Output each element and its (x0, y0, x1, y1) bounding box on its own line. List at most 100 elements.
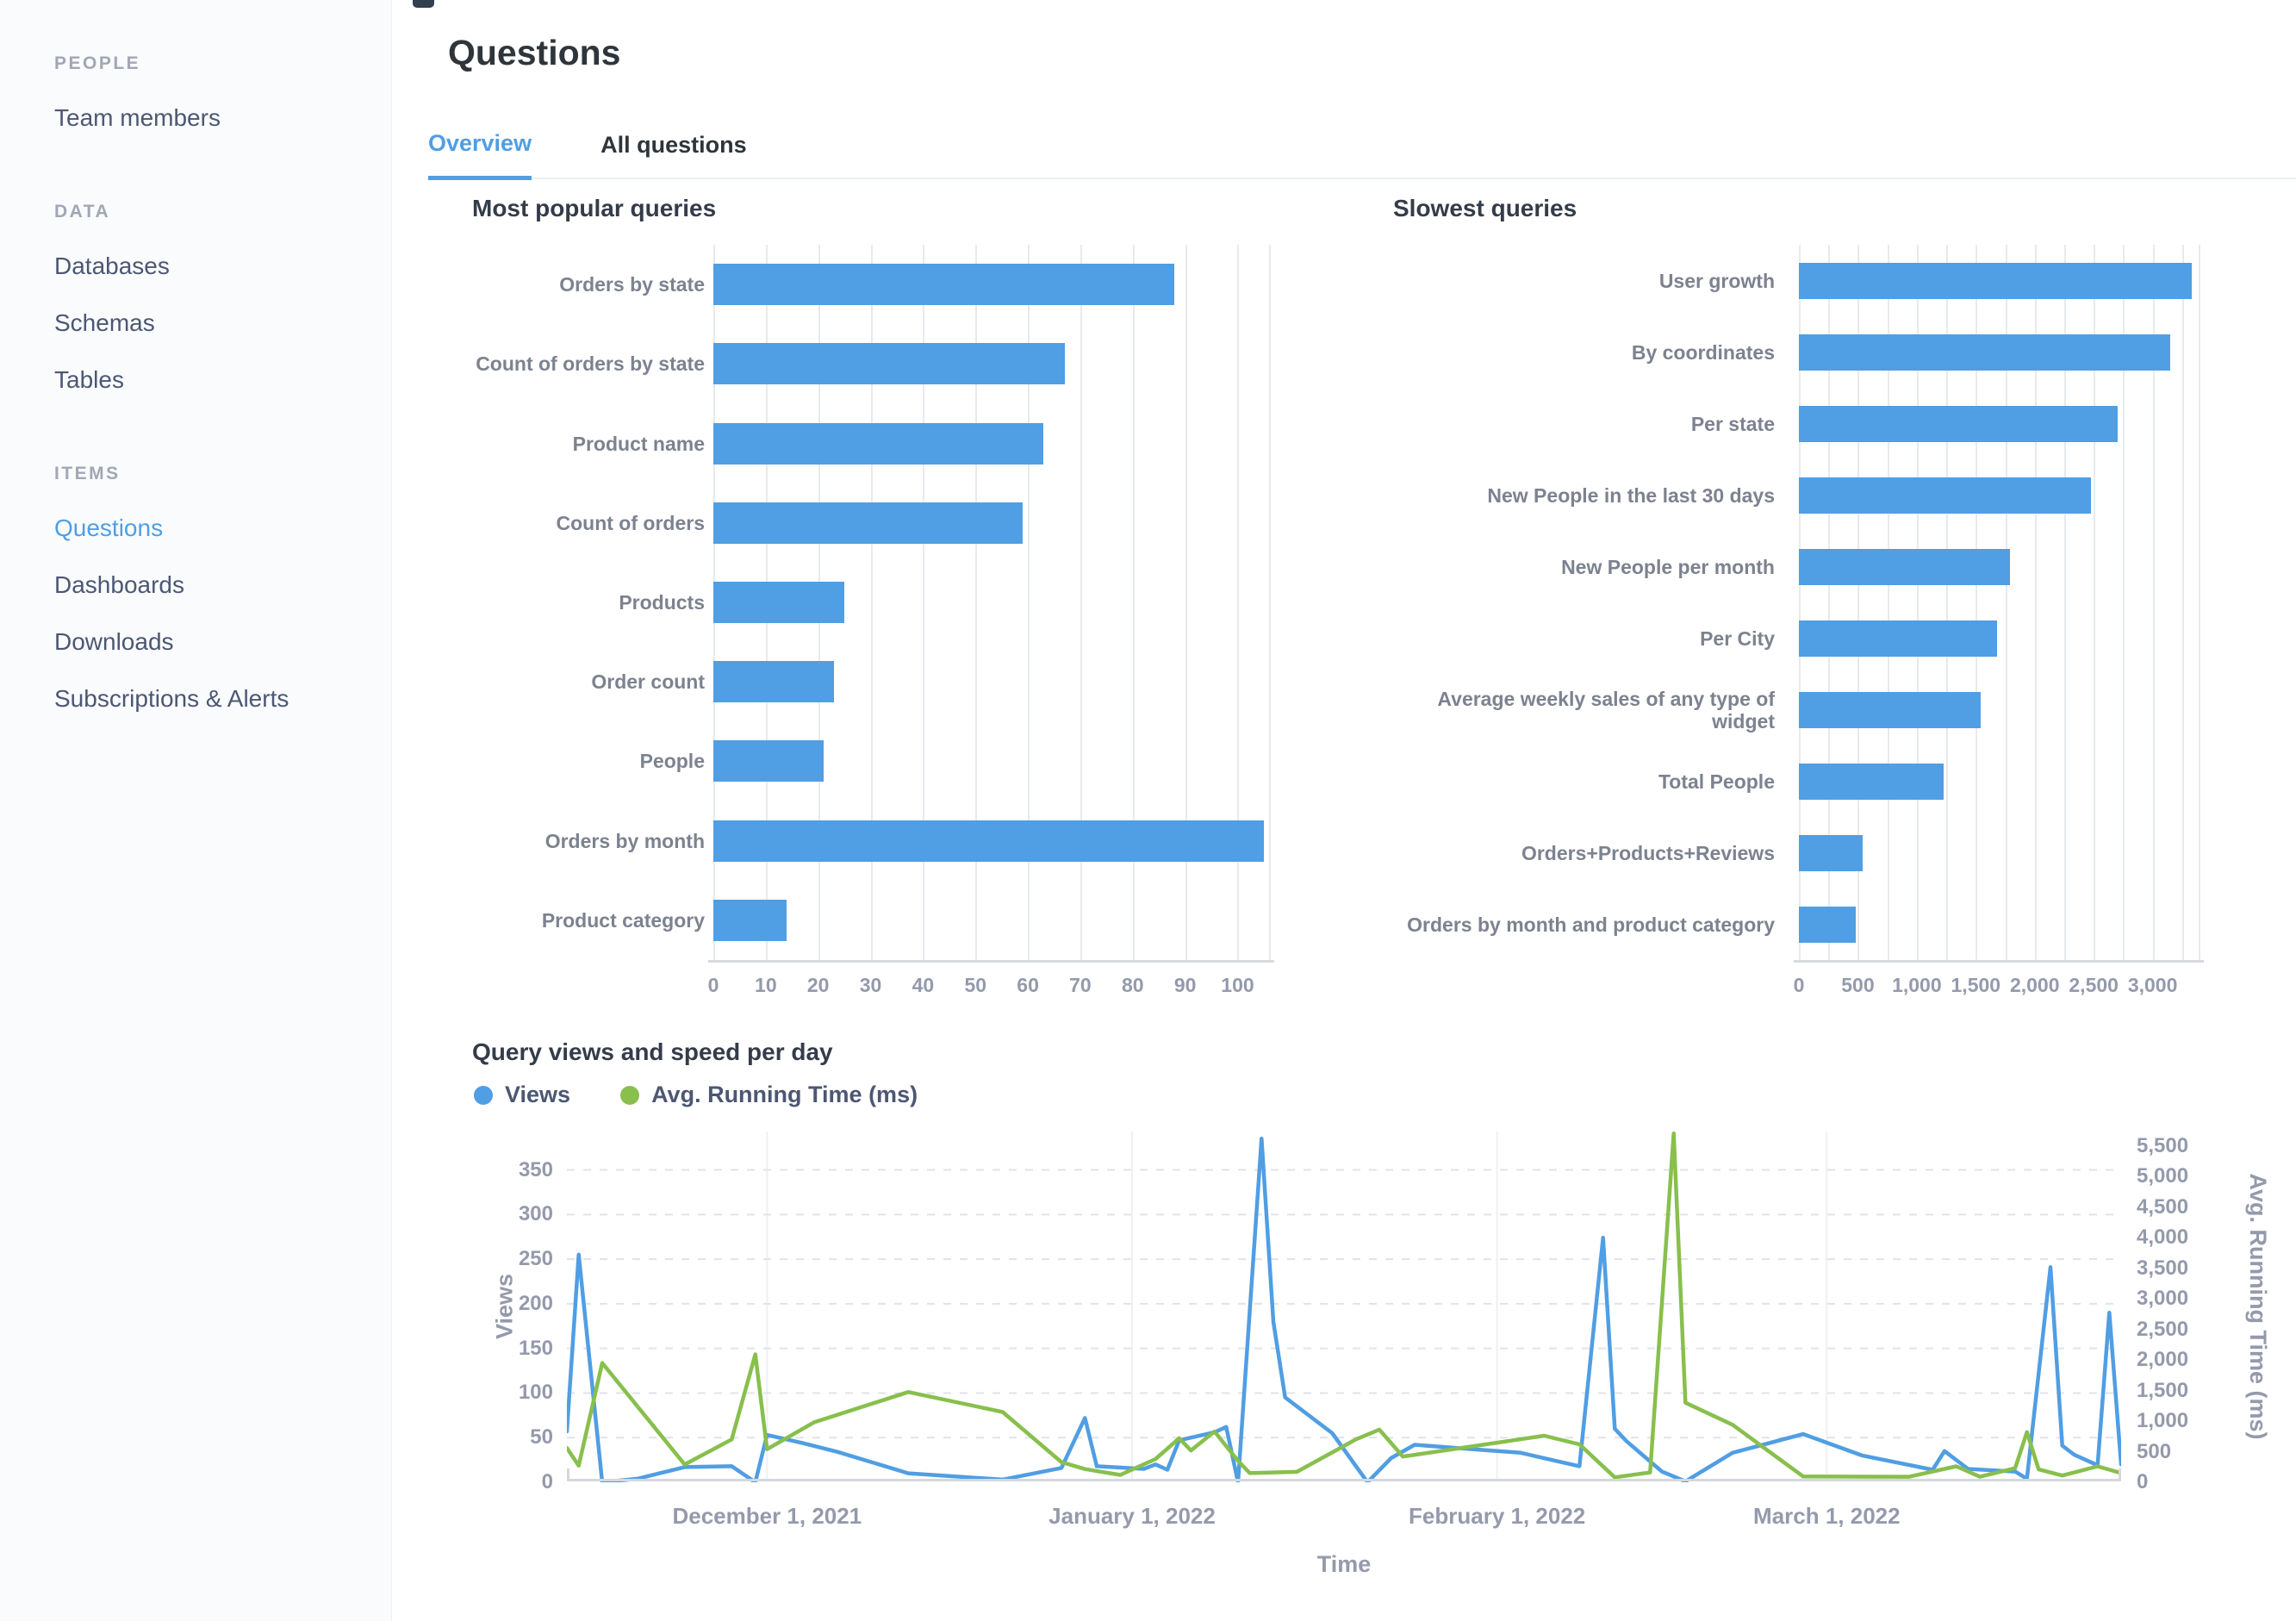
gridline (1828, 245, 1831, 960)
gridline (975, 245, 978, 960)
sidebar-item-questions[interactable]: Questions (54, 514, 164, 541)
most-popular-queries-chart: Most popular queries Orders by state Coun… (448, 195, 1335, 1005)
right-tick-label: 2,500 (2137, 1317, 2189, 1341)
gridline (1916, 245, 1919, 960)
category-label: Per state (1690, 412, 1775, 435)
category-label: Order count (591, 670, 705, 694)
category-label: Orders by state (559, 273, 705, 296)
bar-product-category[interactable] (713, 899, 787, 941)
series-avg-running-time-ms- (564, 1132, 2124, 1480)
tab-overview[interactable]: Overview (428, 130, 532, 180)
category-label: Count of orders by state (476, 352, 705, 376)
slowest-queries-chart: Slowest queries User growth By coordinate… (1378, 195, 2249, 1005)
legend-label-views[interactable]: Views (505, 1082, 571, 1107)
bar-by-coordinates[interactable] (1799, 334, 2170, 371)
sidebar-item-tables[interactable]: Tables (54, 366, 124, 393)
bar-products[interactable] (713, 582, 844, 623)
tick-label: 100 (1221, 974, 1254, 996)
x-axis-line (708, 960, 1274, 963)
bar-per-city[interactable] (1799, 620, 1997, 657)
legend-label-avg-running-time[interactable]: Avg. Running Time (ms) (651, 1082, 918, 1107)
gridline (2094, 245, 2096, 960)
line-chart-svg (564, 1132, 2124, 1485)
line-plot-area (564, 1132, 2124, 1485)
bar-per-state[interactable] (1799, 405, 2118, 442)
tick-label: 20 (806, 974, 830, 996)
category-label: User growth (1658, 269, 1775, 292)
main-content: Questions Overview All questions Most po… (392, 0, 2296, 1621)
page-title: Questions (448, 33, 621, 72)
tick-label: 80 (1121, 974, 1144, 996)
tabbar: Overview All questions (428, 105, 2296, 180)
query-views-speed-chart: Query views and speed per day Views Avg.… (448, 1038, 2287, 1621)
left-tick-label: 150 (518, 1336, 553, 1360)
gridline (1237, 245, 1240, 960)
category-label: Count of orders (556, 511, 706, 534)
sidebar-item-databases[interactable]: Databases (54, 253, 170, 279)
sidebar-item-subscriptions-alerts[interactable]: Subscriptions & Alerts (54, 685, 289, 712)
tick-label: 60 (1017, 974, 1039, 996)
sidebar-item-schemas[interactable]: Schemas (54, 309, 155, 336)
bar-order-count[interactable] (713, 661, 834, 703)
category-label: Orders by month and product category (1407, 913, 1775, 936)
gridline (1946, 245, 1949, 960)
left-tick-label: 250 (518, 1247, 553, 1271)
x-tick-label: February 1, 2022 (1409, 1503, 1586, 1529)
tick-label: 70 (1069, 974, 1092, 996)
gridline (2152, 245, 2155, 960)
tick-label: 1,500 (1951, 974, 2001, 996)
bar-orders-by-month-and-product-category[interactable] (1799, 906, 1856, 943)
gridline (2199, 245, 2200, 960)
sidebar-section-data: DATA Databases Schemas Tables (54, 202, 391, 393)
scroll-fragment (413, 0, 434, 8)
tab-all-questions[interactable]: All questions (600, 132, 747, 158)
tick-label: 0 (1793, 974, 1805, 996)
chart-title-slowest: Slowest queries (1393, 195, 1577, 221)
right-tick-label: 5,500 (2137, 1133, 2189, 1157)
x-axis-line (567, 1468, 2121, 1481)
bar-count-of-orders-by-state[interactable] (713, 343, 1065, 385)
left-tick-label: 200 (518, 1291, 553, 1315)
tick-label: 40 (912, 974, 935, 996)
sidebar-item-downloads[interactable]: Downloads (54, 628, 174, 655)
tick-label: 10 (755, 974, 777, 996)
gridline (923, 245, 925, 960)
sidebar-item-dashboards[interactable]: Dashboards (54, 571, 184, 598)
bar-product-name[interactable] (713, 422, 1043, 464)
bar-orders-products-reviews[interactable] (1799, 834, 1863, 871)
category-label: Average weekly sales of any type of widg… (1437, 687, 1775, 733)
bar-orders-by-month[interactable] (713, 820, 1264, 862)
gridline (1799, 245, 1801, 960)
gridline (870, 245, 873, 960)
bar-average-weekly-sales-of-any-type-of-widget[interactable] (1799, 691, 1981, 728)
gridline (2123, 245, 2125, 960)
bar-new-people-per-month[interactable] (1799, 548, 2010, 585)
right-tick-label: 2,000 (2137, 1348, 2189, 1371)
sidebar-section-title-data: DATA (54, 202, 111, 221)
bar-user-growth[interactable] (1799, 262, 2192, 299)
left-tick-label: 0 (541, 1470, 553, 1493)
category-label: Orders+Products+Reviews (1521, 841, 1775, 864)
right-tick-label: 4,500 (2137, 1194, 2189, 1219)
sidebar-item-team-members[interactable]: Team members (54, 104, 221, 131)
left-axis-title: Views (491, 1273, 518, 1340)
x-tick-label: December 1, 2021 (672, 1503, 862, 1529)
x-axis-title: Time (1316, 1551, 1372, 1577)
tick-label: 2,000 (2009, 974, 2060, 996)
gridline (1080, 245, 1082, 960)
left-tick-label: 100 (518, 1381, 553, 1405)
bar-people[interactable] (713, 740, 824, 782)
bar-new-people-in-the-last-30-days[interactable] (1799, 477, 2091, 514)
slowest-queries-plot: User growth By coordinates Per state New Pe… (1378, 245, 2249, 996)
bar-total-people[interactable] (1799, 763, 1944, 800)
bar-count-of-orders[interactable] (713, 502, 1023, 544)
tick-label: 50 (964, 974, 987, 996)
x-tick-label: March 1, 2022 (1753, 1503, 1901, 1529)
gridline (1185, 245, 1187, 960)
sidebar-section-items: ITEMS Questions Dashboards Downloads Sub… (54, 464, 391, 712)
bar-orders-by-state[interactable] (713, 264, 1174, 306)
tick-label: 1,000 (1892, 974, 1942, 996)
right-tick-label: 4,000 (2137, 1225, 2189, 1250)
gridline (2034, 245, 2037, 960)
